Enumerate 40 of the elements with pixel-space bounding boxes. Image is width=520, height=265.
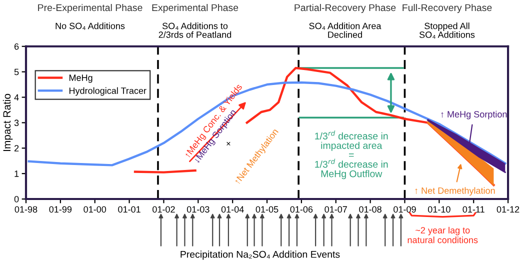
x-tick-label: 01-06	[290, 206, 313, 213]
x-tick-label: 01-02	[152, 206, 175, 213]
x-tick-label: 01-03	[186, 206, 210, 213]
legend-label: MeHg	[69, 74, 92, 83]
text: SO₄ Additions to 2/3rds of Peatland	[158, 22, 232, 38]
x-tick-label: 01-99	[49, 206, 72, 213]
text: ~2 year lag to natural conditions	[408, 226, 478, 244]
text: Experimental Phase	[152, 4, 238, 14]
x-tick-label: 01-12	[496, 206, 520, 213]
annotation: ↑ MeHg Sorption	[441, 110, 507, 120]
annotation: ×	[226, 142, 230, 146]
y-tick-label: 1	[14, 170, 19, 177]
y-tick-label: 4	[14, 94, 19, 101]
y-axis-title: Impact Ratio	[2, 94, 13, 151]
x-tick-label: 01-01	[118, 206, 140, 213]
x-tick-label: 01-07	[324, 206, 347, 213]
text: Partial-Recovery Phase	[294, 4, 396, 14]
y-tick-label: 3	[14, 120, 19, 126]
x-tick-label: 01-05	[256, 206, 278, 213]
text: SO₄ Addition Area Declined	[309, 22, 382, 38]
x-tick-label: 01-10	[428, 206, 450, 213]
text: 1/3$^{rd}$ decrease in impacted area = 1/3$^{rd}$ decrease in MeHg Outflow	[315, 130, 388, 180]
x-tick-label: 01-09	[394, 206, 416, 213]
x-tick-label: 01-04	[221, 206, 244, 213]
x-tick-label: 01-00	[84, 206, 106, 213]
text: Pre-Experimental Phase	[38, 4, 142, 14]
x-tick-label: 01-98	[14, 206, 38, 213]
line-series	[28, 81, 506, 166]
text: No SO₄ Additions	[56, 22, 125, 30]
y-tick-label: 5	[14, 68, 19, 76]
text: Stopped All SO₄ Additions	[419, 22, 475, 39]
legend-label: Hydrological Tracer	[69, 87, 146, 96]
annotation: ↑ Net Demethylation	[415, 187, 495, 196]
text: Full-Recovery Phase	[402, 4, 492, 14]
x-tick-label: 01-08	[359, 206, 382, 213]
y-tick-label: 0	[14, 196, 19, 202]
y-tick-label: 2	[14, 145, 19, 152]
text: Precipitation Na₂SO₄ Addition Events	[180, 250, 340, 260]
x-tick-label: 01-11	[462, 206, 484, 213]
y-tick-label: 6	[14, 43, 19, 50]
